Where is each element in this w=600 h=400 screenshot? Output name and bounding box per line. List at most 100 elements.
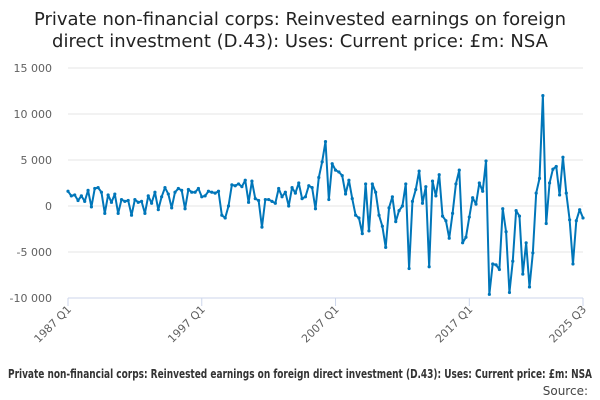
- data-point: [384, 245, 388, 249]
- data-point: [457, 168, 461, 172]
- data-point: [290, 186, 294, 190]
- data-point: [320, 160, 324, 164]
- data-point: [541, 94, 545, 98]
- data-point: [307, 184, 311, 188]
- data-point: [233, 184, 237, 188]
- data-point: [203, 194, 207, 198]
- data-point: [568, 218, 572, 222]
- data-point: [477, 181, 481, 185]
- chart-title: Private non-financial corps: Reinvested …: [34, 9, 566, 52]
- data-point: [180, 188, 184, 192]
- y-tick-label: -10 000: [10, 292, 52, 305]
- data-point: [236, 182, 241, 186]
- data-point: [450, 211, 455, 215]
- data-point: [564, 191, 568, 195]
- legend[interactable]: Private non-financial corps: Reinvested …: [8, 367, 593, 381]
- data-point: [374, 190, 378, 194]
- data-point: [557, 193, 562, 197]
- data-point: [571, 262, 575, 266]
- data-point: [69, 194, 73, 198]
- series-line-path: [67, 94, 584, 296]
- data-point: [511, 259, 515, 263]
- data-point: [364, 182, 368, 186]
- data-point: [230, 183, 234, 187]
- data-point: [156, 208, 160, 212]
- data-point: [350, 197, 354, 201]
- data-point: [136, 200, 140, 204]
- data-point: [487, 292, 491, 296]
- data-point: [327, 197, 331, 202]
- data-point: [440, 214, 445, 218]
- x-axis: 1987 Q1 1997 Q1 2007 Q1 2017 Q1 2025 Q3: [32, 297, 590, 346]
- data-point: [481, 189, 485, 193]
- data-point: [250, 179, 254, 183]
- data-point: [317, 175, 321, 180]
- data-point: [531, 251, 535, 255]
- data-point: [501, 207, 505, 211]
- data-point: [397, 209, 401, 213]
- data-point: [106, 193, 110, 197]
- data-point: [303, 195, 308, 199]
- data-point: [183, 207, 187, 211]
- data-point: [343, 192, 348, 196]
- y-axis-tick-labels: 15 000 10 000 5 000 0 -5 000 -10 000: [10, 62, 52, 305]
- data-point: [467, 215, 471, 219]
- data-point: [497, 267, 501, 272]
- data-point: [537, 176, 542, 180]
- data-point: [390, 195, 394, 199]
- data-point: [257, 198, 261, 203]
- x-tick-label: 2017 Q1: [433, 303, 476, 346]
- legend-item[interactable]: Private non-financial corps: Reinvested …: [8, 367, 593, 381]
- data-point: [578, 208, 582, 212]
- data-point: [246, 200, 251, 204]
- data-point: [190, 190, 194, 194]
- data-point: [293, 191, 297, 195]
- y-tick-label: -5 000: [17, 246, 52, 259]
- data-point: [133, 197, 137, 202]
- data-point: [430, 179, 435, 183]
- data-point: [561, 155, 565, 159]
- data-point: [447, 236, 451, 240]
- data-point: [170, 206, 174, 210]
- data-point: [116, 211, 120, 215]
- data-point: [507, 290, 512, 295]
- data-point: [300, 197, 304, 201]
- data-point: [280, 195, 284, 199]
- data-point: [99, 190, 104, 194]
- data-point: [521, 272, 525, 276]
- data-point: [424, 185, 428, 189]
- data-point: [354, 213, 358, 217]
- data-point: [407, 266, 411, 271]
- chart-title-line-2: direct investment (D.43): Uses: Current …: [52, 31, 549, 52]
- data-point: [517, 214, 522, 218]
- data-point: [196, 186, 201, 191]
- data-point: [514, 209, 518, 213]
- data-point: [464, 235, 468, 239]
- x-tick-label: 2025 Q3: [547, 303, 590, 346]
- y-tick-label: 10 000: [14, 108, 53, 121]
- y-tick-label: 15 000: [14, 62, 53, 75]
- data-point: [474, 202, 478, 206]
- data-point: [86, 188, 90, 192]
- data-point: [277, 186, 281, 191]
- data-point: [146, 194, 150, 198]
- data-point: [273, 201, 277, 205]
- data-point: [213, 191, 217, 195]
- data-point: [129, 213, 134, 217]
- data-point: [226, 204, 231, 208]
- data-point: [420, 201, 425, 205]
- data-point: [143, 211, 147, 215]
- data-point: [387, 206, 391, 210]
- data-point: [126, 198, 130, 203]
- data-point: [173, 190, 177, 194]
- data-point: [79, 194, 83, 198]
- data-point: [83, 199, 87, 203]
- data-point: [193, 190, 197, 194]
- data-point: [347, 178, 351, 182]
- data-point: [267, 197, 271, 202]
- data-point: [283, 190, 287, 194]
- data-point: [139, 199, 144, 203]
- data-point: [166, 192, 170, 196]
- data-point: [93, 186, 97, 191]
